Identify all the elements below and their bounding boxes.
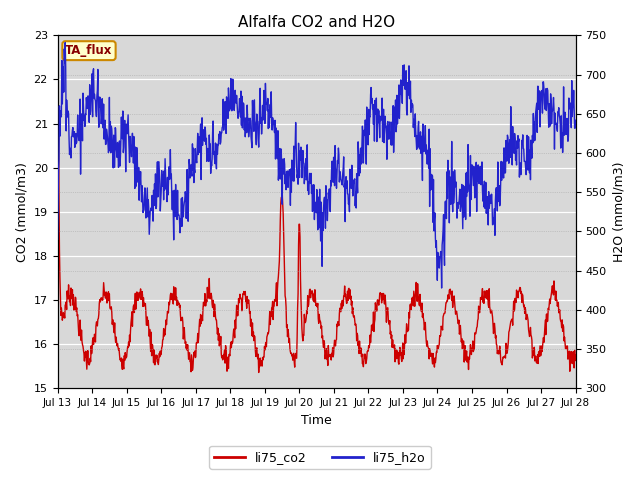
X-axis label: Time: Time [301, 414, 332, 427]
Text: TA_flux: TA_flux [65, 44, 113, 57]
Legend: li75_co2, li75_h2o: li75_co2, li75_h2o [209, 446, 431, 469]
Y-axis label: H2O (mmol/m3): H2O (mmol/m3) [612, 162, 625, 262]
Y-axis label: CO2 (mmol/m3): CO2 (mmol/m3) [15, 162, 28, 262]
Title: Alfalfa CO2 and H2O: Alfalfa CO2 and H2O [238, 15, 395, 30]
